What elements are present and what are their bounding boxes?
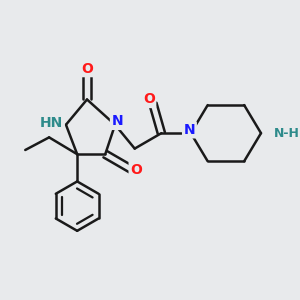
Text: N: N [112, 114, 123, 128]
Text: O: O [81, 61, 93, 76]
Text: O: O [143, 92, 155, 106]
Text: N: N [184, 123, 195, 137]
Text: O: O [130, 163, 142, 177]
Text: N-H: N-H [274, 127, 299, 140]
Text: HN: HN [40, 116, 63, 130]
